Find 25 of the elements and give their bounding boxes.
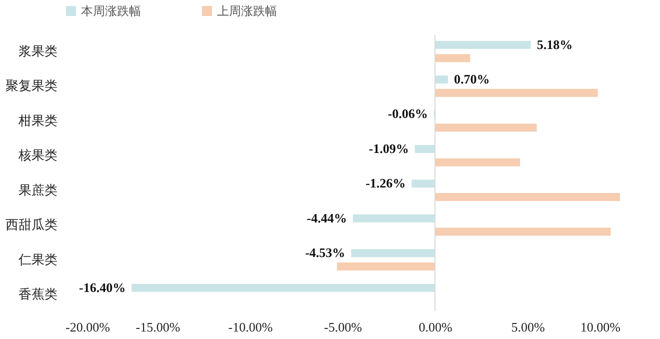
x-tick-label: 10.00% bbox=[580, 320, 621, 334]
x-tick-label: -20.00% bbox=[66, 320, 110, 334]
data-label: -4.53% bbox=[305, 245, 346, 260]
y-tick-label: 核果类 bbox=[18, 148, 58, 164]
data-label: -1.26% bbox=[366, 176, 406, 191]
y-tick-label: 仁果类 bbox=[18, 252, 58, 268]
y-tick-label: 果蔗类 bbox=[18, 183, 58, 198]
legend-label: 上周涨跌幅 bbox=[217, 4, 277, 18]
data-label: 0.70% bbox=[454, 72, 490, 87]
x-tick-label: -10.00% bbox=[228, 320, 273, 334]
data-label: -0.06% bbox=[388, 106, 428, 122]
y-tick-label: 西甜瓜类 bbox=[6, 218, 58, 234]
data-label: -1.09% bbox=[368, 140, 409, 156]
y-tick-label: 柑果类 bbox=[18, 114, 58, 129]
data-label: -16.40% bbox=[79, 280, 126, 295]
x-tick-label: -15.00% bbox=[136, 320, 180, 334]
x-tick-label: -5.00% bbox=[324, 320, 362, 334]
data-label: 5.18% bbox=[536, 36, 573, 52]
y-tick-label: 聚复果类 bbox=[6, 79, 58, 94]
y-tick-label: 浆果类 bbox=[18, 44, 58, 60]
x-tick-label: 0.00% bbox=[418, 320, 452, 334]
x-tick-label: 5.00% bbox=[511, 320, 545, 334]
data-label: -4.44% bbox=[306, 210, 347, 226]
legend-label: 本周涨跌幅 bbox=[81, 4, 141, 18]
y-tick-label: 香蕉类 bbox=[18, 288, 58, 303]
